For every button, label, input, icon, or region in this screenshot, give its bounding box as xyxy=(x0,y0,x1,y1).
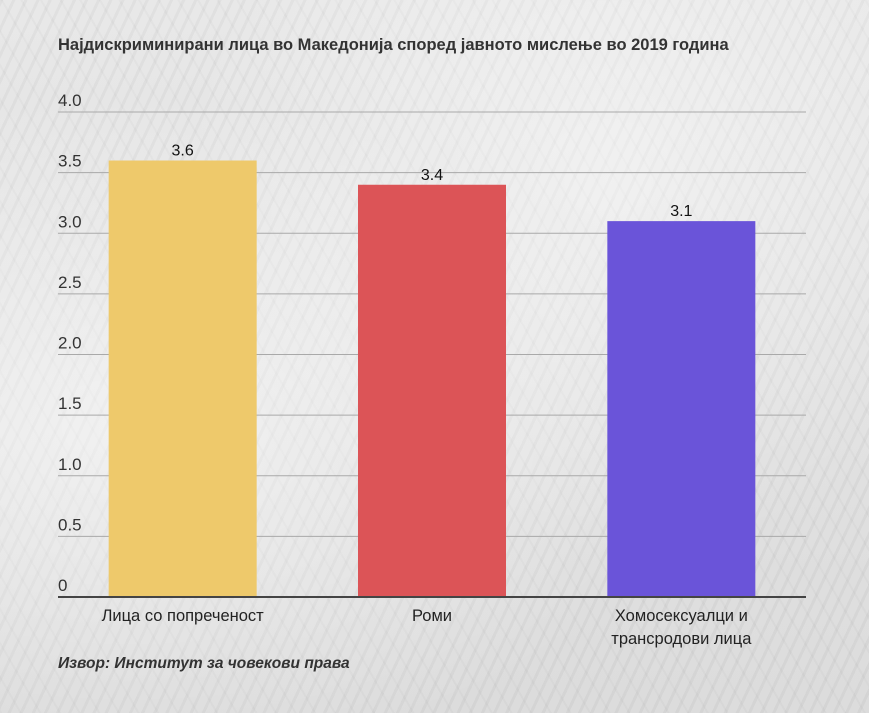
y-tick-label: 2.0 xyxy=(58,334,82,353)
y-tick-label: 2.5 xyxy=(58,273,82,292)
x-tick-label: Хомосексуалци и xyxy=(615,607,748,625)
bar xyxy=(607,221,756,597)
data-label: 3.1 xyxy=(670,203,692,220)
y-tick-label: 1.0 xyxy=(58,455,82,474)
data-label: 3.4 xyxy=(421,167,443,184)
x-tick-label: Лица со попреченост xyxy=(102,607,265,625)
x-tick-label: Роми xyxy=(412,607,452,625)
y-tick-label: 3.5 xyxy=(58,152,82,171)
y-tick-label: 0.5 xyxy=(58,515,82,534)
y-tick-label: 3.0 xyxy=(58,212,82,231)
y-tick-label: 1.5 xyxy=(58,394,82,413)
chart-source: Извор: Институт за човекови права xyxy=(58,655,350,672)
y-tick-label: 4.0 xyxy=(58,91,82,110)
bar xyxy=(108,160,257,597)
chart-title: Најдискриминирани лица во Македонија спо… xyxy=(58,36,729,54)
x-tick-label: трансродови лица xyxy=(611,630,752,648)
data-label: 3.6 xyxy=(172,143,194,160)
bar xyxy=(358,184,506,597)
y-tick-label: 0 xyxy=(58,576,67,595)
